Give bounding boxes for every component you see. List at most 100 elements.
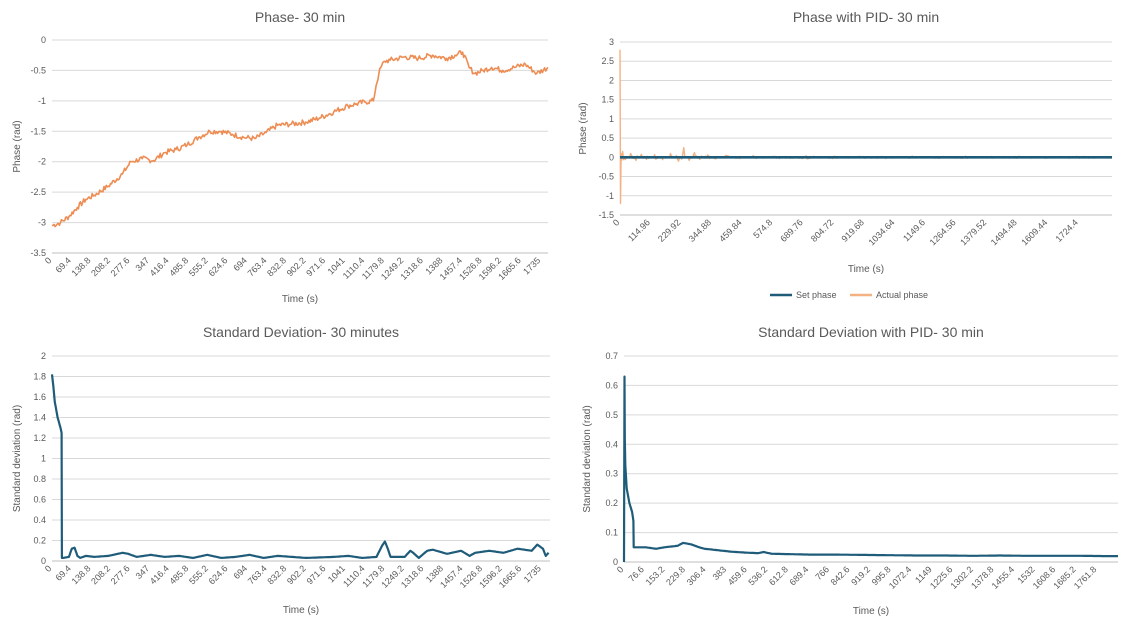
chart-title: Standard Deviation with PID- 30 min	[758, 324, 984, 340]
y-tick-label: 1	[609, 114, 614, 124]
y-tick-label: 0.2	[605, 498, 618, 508]
y-tick-label: 0.3	[605, 469, 618, 479]
x-tick-label: 555.2	[187, 255, 210, 278]
x-tick-label: 1034.64	[866, 217, 896, 247]
x-tick-label: 1494.48	[989, 217, 1019, 247]
x-tick-label: 842.6	[829, 564, 852, 587]
y-tick-label: 3	[609, 37, 614, 47]
chart-svg: Standard Deviation- 30 minutes 2 1.8 1.6 1.4…	[12, 324, 550, 616]
x-tick-label: 555.2	[187, 563, 210, 586]
x-tick-label: 1318.6	[398, 255, 425, 282]
x-tick-label: 832.8	[265, 563, 288, 586]
x-axis-title: Time (s)	[848, 264, 884, 275]
x-tick-label: 919.68	[839, 217, 866, 244]
series-line-actual-phase	[619, 49, 1113, 205]
chart-title: Phase with PID- 30 min	[793, 9, 939, 25]
y-tick-label: -1.5	[30, 126, 46, 136]
x-tick-label: 459.6	[726, 564, 749, 587]
chart-title: Standard Deviation- 30 minutes	[203, 324, 399, 340]
y-tick-label: 1.5	[601, 95, 614, 105]
x-tick-label: 832.8	[265, 255, 288, 278]
y-tick-label: 0.4	[33, 515, 46, 525]
x-tick-label: 971.6	[305, 563, 328, 586]
y-tick-label: -1.5	[598, 210, 614, 220]
x-tick-label: 277.6	[109, 563, 132, 586]
y-tick-label: 0.8	[33, 474, 46, 484]
y-tick-label: -0.5	[30, 65, 46, 75]
x-tick-label: 1318.6	[399, 563, 426, 590]
x-tick-label: 138.8	[70, 563, 93, 586]
x-tick-label: 902.2	[285, 563, 308, 586]
x-tick-label: 763.4	[246, 255, 269, 278]
y-tick-label: -3	[38, 218, 46, 228]
y-tick-label: 0.5	[605, 410, 618, 420]
x-tick-label: 971.6	[304, 255, 327, 278]
x-axis-title: Time (s)	[283, 605, 319, 616]
chart-std-dev-pid: Standard Deviation with PID- 30 min 0.7 0.…	[564, 318, 1128, 628]
series-line-0	[51, 50, 549, 228]
y-tick-label: 1	[41, 454, 46, 464]
y-tick-label: -2	[38, 157, 46, 167]
x-tick-label: 536.2	[746, 564, 769, 587]
x-tick-label: 1072.4	[887, 564, 914, 591]
y-tick-label: -3.5	[30, 248, 46, 258]
x-tick-label: 612.8	[767, 564, 790, 587]
x-tick-label: 138.8	[70, 255, 93, 278]
x-tick-label: 277.6	[109, 255, 132, 278]
x-tick-label: 0	[43, 563, 54, 574]
x-tick-label: 229.92	[656, 217, 683, 244]
y-axis-title: Phase (rad)	[578, 102, 589, 154]
y-tick-label: 0.2	[33, 536, 46, 546]
x-axis-title: Time (s)	[282, 294, 318, 305]
y-tick-label: 0.6	[33, 495, 46, 505]
y-tick-label: 1.6	[33, 392, 46, 402]
x-tick-label: 902.2	[285, 255, 308, 278]
y-tick-label: 0	[41, 35, 46, 45]
y-tick-label: 2	[609, 75, 614, 85]
x-tick-label: 1724.4	[1053, 217, 1080, 244]
legend-label: Actual phase	[876, 290, 928, 300]
chart-svg: Standard Deviation with PID- 30 min 0.7 0.…	[582, 324, 1118, 617]
y-tick-label: -1	[606, 191, 614, 201]
y-axis-title: Standard deviation (rad)	[12, 405, 23, 512]
x-tick-label: 306.4	[685, 564, 708, 587]
x-tick-label: 459.84	[717, 217, 744, 244]
x-tick-label: 1455.4	[990, 564, 1017, 591]
y-tick-label: 0	[613, 557, 618, 567]
y-tick-label: 2.5	[601, 56, 614, 66]
y-tick-label: 1.8	[33, 372, 46, 382]
x-tick-label: 344.88	[687, 217, 714, 244]
x-tick-label: 1761.8	[1072, 564, 1099, 591]
x-axis-title: Time (s)	[853, 606, 889, 617]
x-tick-label: 574.8	[751, 217, 774, 240]
x-tick-label: 416.4	[148, 563, 171, 586]
chart-title: Phase- 30 min	[255, 9, 345, 25]
x-tick-label: 1665.6	[496, 255, 523, 282]
x-tick-label: 229.8	[664, 564, 687, 587]
x-tick-label: 0	[615, 564, 626, 575]
y-tick-label: -2.5	[30, 187, 46, 197]
x-tick-label: 208.2	[89, 563, 112, 586]
chart-std-dev: Standard Deviation- 30 minutes 2 1.8 1.6 1.4…	[0, 318, 560, 628]
y-axis-title: Phase (rad)	[12, 120, 23, 172]
x-tick-label: 208.2	[89, 255, 112, 278]
x-tick-label: 1735	[522, 563, 543, 584]
x-tick-label: 624.6	[207, 563, 230, 586]
x-tick-label: 624.6	[206, 255, 229, 278]
y-tick-label: 0.1	[605, 528, 618, 538]
x-tick-label: 763.4	[246, 563, 269, 586]
x-tick-label: 804.72	[809, 217, 836, 244]
x-tick-label: 0	[43, 255, 54, 266]
x-tick-label: 114.96	[626, 217, 652, 243]
y-axis-title: Standard deviation (rad)	[582, 405, 593, 512]
y-tick-label: 2	[41, 351, 46, 361]
chart-phase: Phase- 30 min 0 -0.5 -1 -1.5 -2 -2.5 -3 -3.5 0 69.…	[0, 0, 560, 314]
x-tick-label: 485.8	[167, 563, 190, 586]
x-tick-label: 1149.6	[901, 217, 927, 243]
x-tick-label: 153.2	[644, 564, 667, 587]
x-tick-label: 485.8	[167, 255, 190, 278]
chart-phase-pid: Phase with PID- 30 min 3 2.5 2 1.5 1 0.5 0 -0.5 -…	[564, 0, 1128, 314]
x-tick-label: 919.2	[849, 564, 872, 587]
y-tick-label: 0.5	[601, 133, 614, 143]
